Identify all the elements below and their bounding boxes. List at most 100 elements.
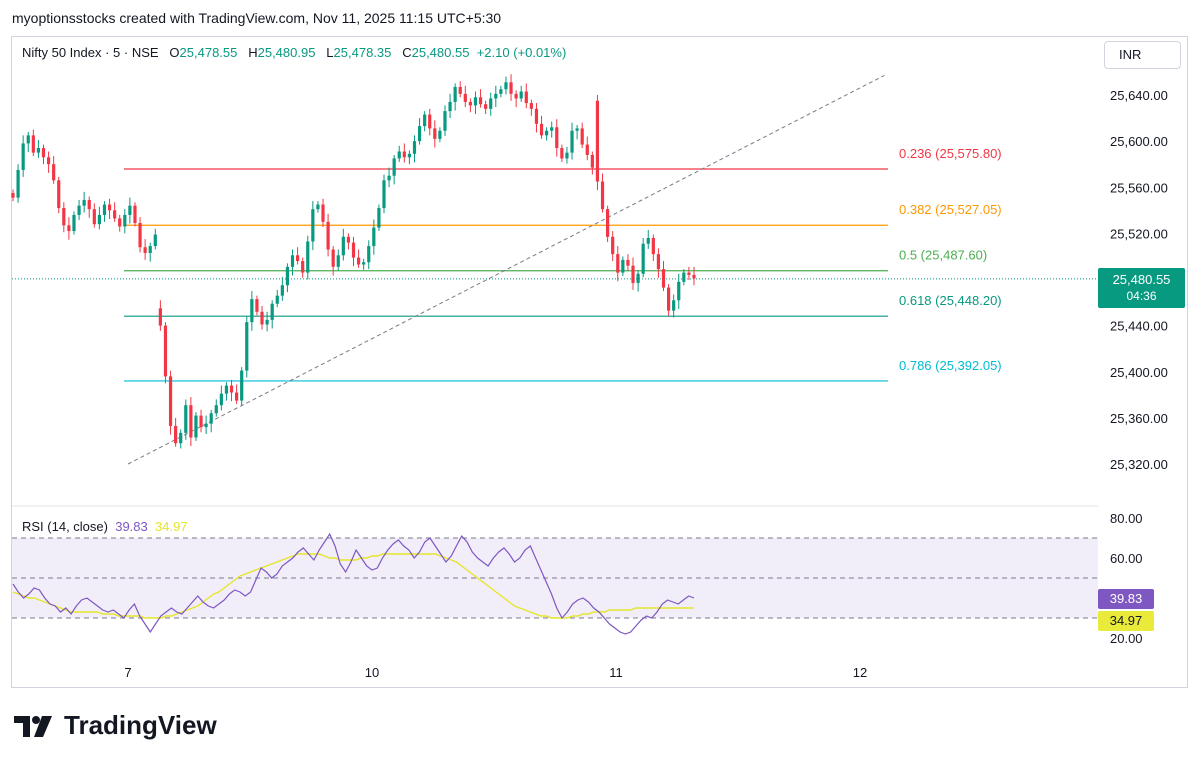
candle-body — [539, 123, 544, 136]
candle-body — [611, 236, 615, 255]
candle-body — [214, 405, 218, 414]
candle-body — [26, 135, 30, 144]
candle-body — [270, 303, 274, 320]
price-tick-label: 25,400.00 — [1110, 365, 1168, 380]
candle-body — [77, 205, 81, 215]
candle-body — [575, 128, 579, 131]
candle-body — [565, 152, 569, 159]
candle-body — [179, 432, 183, 444]
price-tick-label: 25,360.00 — [1110, 411, 1168, 426]
price-tick-label: 25,520.00 — [1110, 226, 1168, 241]
candle-body — [316, 204, 320, 210]
candle-body — [499, 89, 503, 94]
candle-body — [21, 143, 25, 170]
candle-body — [16, 169, 20, 198]
tradingview-brand[interactable]: TradingView — [14, 710, 217, 741]
high-label: H — [248, 45, 258, 60]
candle-body — [677, 281, 681, 301]
candle-body — [240, 370, 244, 401]
candle-body — [113, 210, 117, 219]
price-tick-label: 25,440.00 — [1110, 319, 1168, 334]
candle-body — [153, 234, 157, 247]
change-value: +2.10 (+0.01%) — [476, 45, 567, 60]
candle-body — [514, 93, 518, 99]
candle-body — [331, 249, 335, 267]
candle-body — [306, 241, 310, 273]
candle-body — [672, 300, 676, 311]
fib-level-label: 0.786 (25,392.05) — [899, 358, 1002, 373]
rsi-title[interactable]: RSI (14, close) — [22, 519, 108, 534]
candle-body — [682, 272, 686, 282]
candle-body — [362, 262, 366, 265]
candle-body — [92, 209, 96, 225]
rsi-value-tag: 39.83 — [1098, 589, 1154, 609]
trendline — [127, 74, 885, 465]
fib-level-label: 0.236 (25,575.80) — [899, 146, 1002, 161]
candle-body — [473, 97, 478, 106]
candle-body — [290, 255, 295, 267]
candle-body — [560, 148, 564, 159]
candle-body — [265, 319, 269, 325]
candles — [11, 74, 696, 449]
candle-body — [341, 236, 345, 256]
candle-body — [57, 180, 61, 209]
candle-body — [443, 111, 447, 131]
candle-body — [280, 285, 284, 296]
rsi-tick-label: 80.00 — [1110, 511, 1143, 526]
candle-body — [372, 227, 376, 247]
candle-body — [407, 153, 412, 158]
candle-body — [184, 405, 188, 433]
last-price: 25,480.55 — [1112, 272, 1171, 287]
candle-body — [133, 205, 137, 223]
candle-body — [509, 82, 513, 94]
candle-body — [351, 242, 356, 258]
candle-body — [463, 93, 467, 102]
candle-body — [158, 308, 162, 326]
candle-body — [229, 385, 234, 393]
symbol-label[interactable]: Nifty 50 Index · 5 · NSE — [22, 45, 159, 60]
currency-button[interactable]: INR — [1104, 41, 1181, 69]
candle-body — [107, 204, 112, 211]
candle-body — [478, 97, 483, 105]
candle-body — [11, 193, 15, 198]
candle-body — [402, 151, 406, 158]
candle-body — [580, 128, 584, 145]
candle-body — [504, 82, 508, 90]
tradingview-logo-icon — [14, 715, 52, 737]
candle-body — [377, 208, 381, 228]
candle-body — [428, 114, 432, 129]
candle-body — [174, 425, 178, 444]
fib-level-label: 0.5 (25,487.60) — [899, 248, 987, 263]
candle-body — [606, 209, 610, 237]
candle-body — [46, 157, 51, 165]
candle-body — [31, 135, 35, 153]
candle-body — [311, 209, 315, 242]
time-tick-label: 7 — [124, 665, 131, 680]
candle-body — [519, 91, 523, 99]
rsi-tick-label: 20.00 — [1110, 631, 1143, 646]
price-tick-label: 25,640.00 — [1110, 88, 1168, 103]
chart-caption: myoptionsstocks created with TradingView… — [12, 10, 502, 26]
chart-frame — [11, 36, 1188, 688]
candle-body — [484, 104, 488, 109]
rsi-line — [12, 532, 695, 635]
candle-body — [529, 103, 533, 109]
candle-body — [412, 141, 417, 154]
close-value: 25,480.55 — [411, 45, 470, 60]
candle-body — [600, 181, 605, 210]
candle-body — [392, 158, 396, 176]
candle-body — [458, 86, 462, 94]
candle-body — [346, 236, 351, 243]
rsi-legend-value: 39.83 — [115, 519, 148, 534]
candle-body — [326, 221, 330, 250]
open-value: 25,478.55 — [179, 45, 238, 60]
candle-body — [423, 114, 427, 127]
bar-countdown: 04:36 — [1126, 289, 1157, 303]
candle-body — [453, 86, 457, 102]
candle-body — [616, 254, 620, 273]
candle-body — [82, 199, 86, 206]
close-label: C — [402, 45, 412, 60]
candle-body — [524, 91, 528, 104]
fib-level-label: 0.618 (25,448.20) — [899, 293, 1002, 308]
